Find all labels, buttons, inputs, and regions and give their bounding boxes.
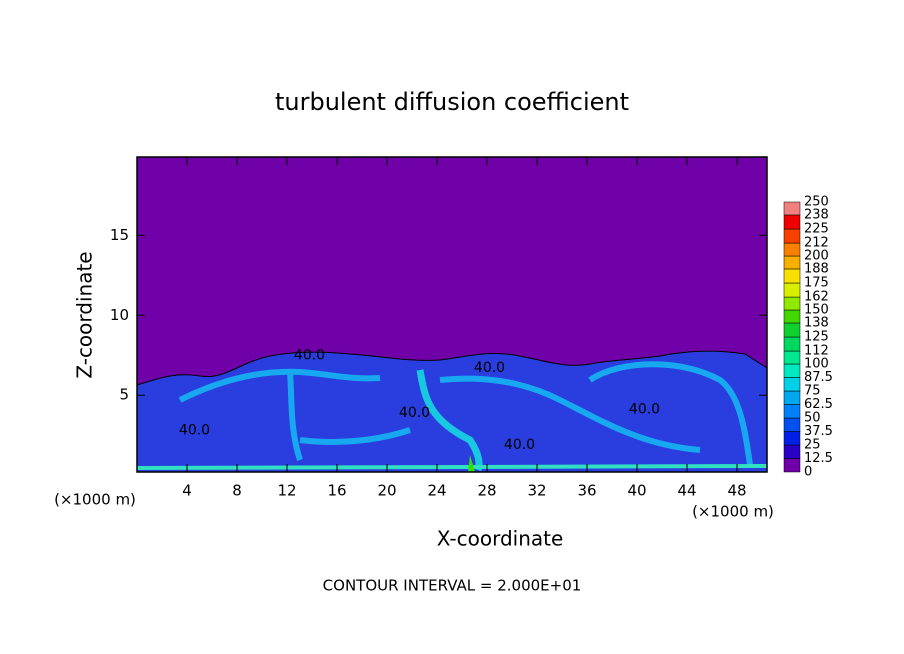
contour-label: 40.0 bbox=[629, 402, 660, 418]
colorbar-label: 188 bbox=[804, 261, 829, 276]
colorbar-bin bbox=[783, 255, 801, 270]
colorbar-bin bbox=[783, 322, 801, 338]
colorbar-bin bbox=[783, 390, 801, 405]
colorbar-label: 125 bbox=[804, 330, 829, 345]
colorbar-bin bbox=[783, 242, 801, 257]
colorbar-label: 138 bbox=[804, 315, 829, 330]
streak bbox=[416, 369, 483, 472]
plot-frame bbox=[136, 156, 768, 473]
contour-label: 40.0 bbox=[399, 405, 430, 421]
x-unit-label: (×1000 m) bbox=[692, 503, 774, 521]
colorbar-bin bbox=[783, 201, 801, 216]
colorbar-bin bbox=[783, 404, 801, 419]
x-tick-label: 8 bbox=[232, 482, 242, 500]
x-tick-label: 20 bbox=[377, 482, 396, 500]
contour-label: 40.0 bbox=[179, 422, 210, 438]
x-axis-label: X-coordinate bbox=[437, 527, 564, 551]
colorbar-bin bbox=[783, 458, 801, 473]
field bbox=[136, 157, 768, 473]
x-unit-label: (×1000 m) bbox=[54, 491, 136, 509]
contour-label: 40.0 bbox=[474, 360, 505, 376]
colorbar-bin bbox=[783, 268, 801, 284]
colorbar-label: 0 bbox=[804, 465, 812, 480]
streak bbox=[439, 375, 701, 453]
x-tick-label: 4 bbox=[182, 482, 192, 500]
y-tick-label: 10 bbox=[110, 306, 129, 324]
colorbar-bin bbox=[783, 336, 801, 352]
contour-label: 40.0 bbox=[504, 437, 535, 453]
y-tick-label: 15 bbox=[110, 226, 129, 244]
colorbar-bin bbox=[783, 377, 801, 392]
y-axis-label: Z-coordinate bbox=[73, 251, 97, 378]
colorbar-bin bbox=[783, 350, 801, 365]
x-tick-label: 36 bbox=[577, 482, 596, 500]
colorbar-label: 225 bbox=[804, 222, 829, 237]
colorbar-label: 250 bbox=[804, 195, 829, 210]
colorbar-bin bbox=[783, 417, 801, 432]
colorbar-label: 50 bbox=[804, 411, 821, 426]
colorbar-label: 238 bbox=[804, 207, 829, 222]
colorbar-bin bbox=[783, 296, 801, 311]
colorbar-label: 162 bbox=[804, 290, 829, 305]
surface-layer bbox=[136, 464, 768, 470]
colorbar-label: 37.5 bbox=[804, 424, 833, 439]
x-tick-label: 40 bbox=[627, 482, 646, 500]
chart-title: turbulent diffusion coefficient bbox=[275, 88, 629, 116]
colorbar-bin bbox=[783, 214, 801, 230]
footer-note: CONTOUR INTERVAL = 2.000E+01 bbox=[323, 577, 582, 595]
streak bbox=[588, 361, 753, 466]
streak bbox=[287, 369, 411, 461]
x-tick-label: 24 bbox=[427, 482, 446, 500]
colorbar-bin bbox=[783, 363, 801, 378]
colorbar-label: 212 bbox=[804, 236, 829, 251]
colorbar-bin bbox=[783, 431, 801, 446]
colorbar-label: 175 bbox=[804, 276, 829, 291]
contour-label: 40.0 bbox=[294, 347, 325, 363]
colorbar-label: 112 bbox=[804, 344, 829, 359]
colorbar-label: 62.5 bbox=[804, 397, 833, 412]
colorbar-label: 12.5 bbox=[804, 451, 833, 466]
x-tick-label: 28 bbox=[477, 482, 496, 500]
colorbar-label: 200 bbox=[804, 249, 829, 264]
colorbar-bin bbox=[783, 282, 801, 298]
x-tick-label: 32 bbox=[527, 482, 546, 500]
colorbar-label: 150 bbox=[804, 303, 829, 318]
colorbar-label: 87.5 bbox=[804, 370, 833, 385]
colorbar-label: 75 bbox=[804, 384, 821, 399]
x-tick-label: 48 bbox=[727, 482, 746, 500]
colorbar-bin bbox=[783, 309, 801, 324]
y-tick-label: 5 bbox=[119, 386, 129, 404]
x-tick-label: 12 bbox=[277, 482, 296, 500]
x-tick-label: 44 bbox=[677, 482, 696, 500]
colorbar-label: 100 bbox=[804, 357, 829, 372]
peak bbox=[468, 455, 475, 472]
colorbar-bin bbox=[783, 444, 801, 459]
streak bbox=[178, 368, 381, 403]
colorbar-bin bbox=[783, 228, 801, 244]
x-tick-label: 16 bbox=[327, 482, 346, 500]
colorbar-label: 25 bbox=[804, 438, 821, 453]
